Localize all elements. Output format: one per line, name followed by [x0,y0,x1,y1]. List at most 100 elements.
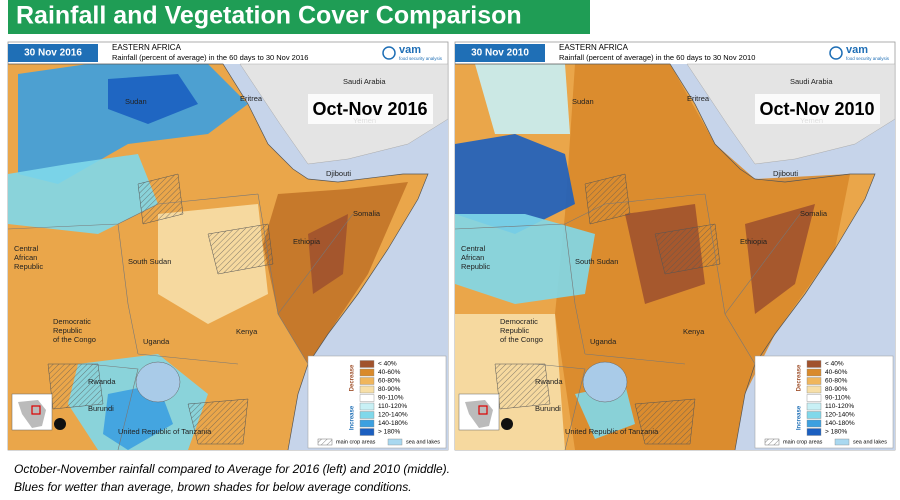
country-label: Central [461,244,486,253]
country-label: Republic [461,262,490,271]
country-label: Rwanda [88,377,116,386]
crop-area [494,363,551,410]
crop-area [47,363,104,410]
legend-decrease: Decrease [350,364,356,391]
country-label: Eritrea [240,94,263,103]
rainfall-area [455,134,575,234]
borders [7,193,354,451]
legend-decrease: Decrease [797,364,803,391]
crop-area [584,173,631,225]
country-label: Kenya [236,327,258,336]
inset-highlight [478,405,488,415]
crop-area [207,223,274,275]
logo-subtitle: food security analysis [399,56,443,61]
legend-box [754,355,894,449]
crop-area [654,223,721,275]
logo-subtitle: food security analysis [846,56,890,61]
legend-swatch [806,368,822,377]
country-label: African [14,253,37,262]
legend-swatch [806,394,822,402]
country-label: of the Congo [500,335,543,344]
period: Oct-Nov 2010 [759,99,874,119]
lake [135,361,181,403]
date: 30 Nov 2010 [471,48,529,59]
legend-label: 140-180% [378,420,408,427]
logo-icon [382,46,396,60]
date: 30 Nov 2016 [24,48,82,59]
logo-icon [829,46,843,60]
crop-swatch [764,438,780,446]
country-label: Saudi Arabia [343,77,386,86]
map: Saudi ArabiaYemenSudanEritreaDjiboutiSom… [454,63,896,451]
legend-swatch [806,377,822,385]
legend-swatch [806,411,822,419]
crop-area [137,173,184,225]
country-label: South Sudan [575,257,618,266]
coastline [455,63,876,451]
legend-swatch [359,419,375,428]
legend-label: 120-140% [825,412,855,419]
rainfall-area [8,154,158,234]
country-label: Eritrea [687,94,710,103]
crop-area [634,398,696,445]
caption: Blues for wetter than average, brown sha… [14,480,412,494]
country-label: Republic [53,326,82,335]
legend-swatch [806,402,822,411]
period: Oct-Nov 2016 [312,99,427,119]
coastline [8,63,429,451]
legend-label: < 40% [378,361,397,368]
sea-swatch [834,438,850,446]
logo: vam [399,44,421,56]
inset-highlight [31,405,41,415]
legend-swatch [806,385,822,394]
legend-sea: sea and lakes [853,439,887,445]
legend: Decrease Increase < 40%40-60% 60-80%80-90% 9… [754,355,894,449]
country-label: Djibouti [326,169,351,178]
sea-swatch [387,438,403,446]
country-label: United Republic of Tanzania [565,427,659,436]
country-label: Republic [14,262,43,271]
map-subtitle: Rainfall (percent of average) in the 60 … [559,53,755,62]
rainfall-area [455,214,595,304]
country-label: Burundi [535,404,561,413]
legend-label: 80-90% [825,386,848,393]
rainfall-area [575,384,635,439]
legend-swatch [359,428,375,436]
logo: vam [846,44,868,56]
legend-label: 40-60% [378,369,401,376]
country-label: Ethiopia [293,237,321,246]
legend-label: 110-120% [378,403,407,410]
legend: Decrease Increase < 40%40-60% 60-80%80-90% 9… [307,355,447,449]
legend-label: 40-60% [825,369,848,376]
legend-increase: Increase [350,405,356,430]
country-label: Sudan [125,97,147,106]
legend-label: 90-110% [825,395,851,402]
legend-label: 110-120% [825,403,854,410]
rainfall-area [108,74,198,124]
legend-label: 60-80% [378,378,401,385]
period-box [308,94,433,124]
borders [454,193,801,451]
country-label: Republic [500,326,529,335]
map-subtitle: Rainfall (percent of average) in the 60 … [112,53,308,62]
country-label: African [461,253,484,262]
date-box [455,44,545,62]
north-arrow [501,418,513,430]
country-label: Saudi Arabia [790,77,833,86]
legend-label: 90-110% [378,395,404,402]
legend-swatch [359,360,375,368]
legend-label: 120-140% [378,412,408,419]
country-label: Uganda [590,337,617,346]
legend-sea: sea and lakes [406,439,440,445]
lake [582,361,628,403]
region: EASTERN AFRICA [112,43,182,52]
north-arrow [54,418,66,430]
legend-swatch [806,428,822,436]
rainfall-area [475,64,570,134]
country-label: Sudan [572,97,594,106]
legend-crop: main crop areas [336,439,376,445]
legend-label: > 180% [378,429,400,436]
